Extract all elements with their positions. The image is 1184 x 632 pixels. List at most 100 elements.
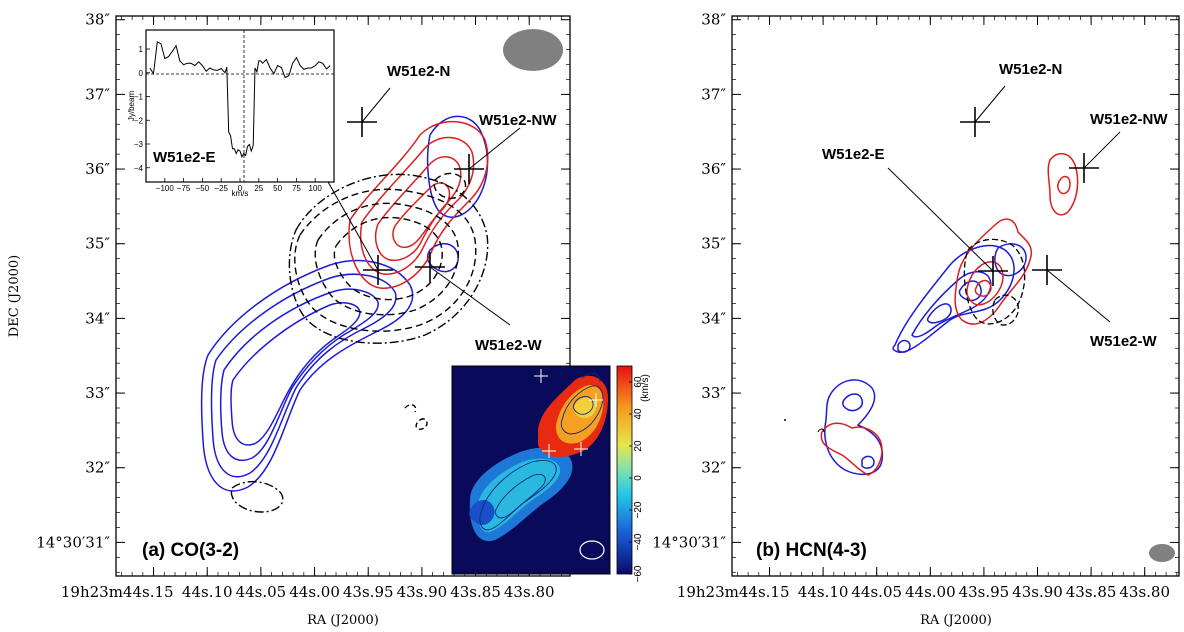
inset-y-tick-label: −2	[134, 116, 144, 125]
panel-a-label: (a) CO(3-2)	[142, 540, 239, 561]
inset-x-tick-label: 75	[292, 184, 301, 193]
y-tick-label: 37″	[85, 85, 110, 103]
colorbar-title: (km/s)	[640, 374, 651, 402]
label-w51e2-e-b: W51e2-E	[822, 146, 885, 163]
inset-xlabel: km/s	[232, 189, 249, 198]
x-tick-label: 43s.90	[1012, 583, 1063, 601]
inset-y-tick-label: 0	[139, 69, 144, 78]
hcn-black-contours	[963, 238, 1026, 326]
inset-x-tick-label: 25	[254, 184, 263, 193]
label-w51e2-w-a: W51e2-W	[475, 337, 543, 354]
x-tick-label: 44s.00	[289, 583, 340, 601]
inset-spectrum: −100 −75 −50 −25 0 25 50 75 100 1 0 −1 −2 −3 −4 Jy/be…	[127, 29, 335, 198]
x-tick-label: 44s.05	[851, 583, 902, 601]
x-tick-label: 44s.10	[182, 583, 233, 601]
inset-y-tick-label: −4	[134, 164, 144, 173]
red-contour-4	[392, 182, 451, 249]
inset-y-ticks: 1 0 −1 −2 −3 −4	[134, 45, 150, 173]
x-tick-label: 43s.85	[1066, 583, 1117, 601]
hcn-small-arc	[817, 428, 825, 433]
blue-contour-3	[219, 288, 379, 462]
hcn-red-3	[974, 279, 992, 297]
black-contour-east-small	[404, 404, 428, 430]
inset-x-tick-label: 50	[273, 184, 282, 193]
inset-x-tick-label: −25	[214, 184, 228, 193]
colorbar-tick-label: 60	[633, 376, 644, 388]
black-contour-2	[314, 202, 460, 316]
inset-x-tick-label: −50	[196, 184, 210, 193]
hcn-black-1	[963, 238, 1026, 325]
x-tick-label: 43s.85	[450, 583, 501, 601]
vmap-blue-lobe-inner	[477, 458, 561, 533]
vmap-blue-core	[469, 499, 495, 526]
panel-b-y-ticks: 14°30′31″ 32″ 33″ 34″ 35″ 36″ 37″ 38″	[652, 11, 1179, 573]
y-tick-label: 14°30′31″	[652, 533, 726, 551]
hcn-red-contours	[820, 153, 1079, 476]
inset-ylabel: Jy/beam	[127, 91, 136, 122]
y-tick-label: 38″	[85, 11, 110, 29]
inset-x-tick-label: −100	[156, 184, 175, 193]
inset-y-tick-label: 1	[139, 45, 144, 54]
hcn-red-south	[820, 422, 883, 476]
inset-spectrum-frame	[145, 29, 335, 183]
panel-a-ylabel: DEC (J2000)	[7, 255, 22, 337]
vmap-yellow-core	[573, 397, 597, 419]
y-tick-label: 36″	[85, 160, 110, 178]
y-tick-label: 32″	[701, 459, 726, 477]
y-tick-label: 14°30′31″	[36, 533, 110, 551]
panel-b-leaders	[887, 85, 1121, 323]
colorbar	[616, 365, 633, 575]
inset-y-tick-label: −3	[134, 140, 144, 149]
hcn-blue-4	[958, 280, 982, 302]
red-contour-2	[360, 136, 475, 275]
y-tick-label: 34″	[701, 309, 726, 327]
y-tick-label: 32″	[85, 459, 110, 477]
blue-contour-2	[210, 273, 397, 478]
hcn-red-nw-2	[1057, 175, 1071, 195]
blue-contour-1	[200, 259, 414, 492]
vmap-contours	[479, 372, 604, 531]
label-w51e2-nw-a: W51e2-NW	[479, 112, 557, 129]
x-tick-label: 19h23m44s.15	[677, 583, 790, 601]
y-tick-label: 33″	[701, 384, 726, 402]
panel-b-x-ticks: 19h23m44s.15 44s.10 44s.05 44s.00 43s.95 43s.…	[677, 16, 1178, 601]
inset-x-tick-label: −75	[177, 184, 191, 193]
x-tick-label: 43s.80	[1119, 583, 1170, 601]
label-w51e2-nw-b: W51e2-NW	[1090, 111, 1168, 128]
inset-velocity-map: 60 40 20 0 −20 −40 −60 (km/s)	[451, 365, 651, 582]
label-w51e2-n-b: W51e2-N	[999, 61, 1062, 78]
x-tick-label: 43s.95	[343, 583, 394, 601]
y-tick-label: 35″	[85, 235, 110, 253]
blue-contour-w	[426, 243, 459, 273]
y-tick-label: 33″	[85, 384, 110, 402]
panel-b-label: (b) HCN(4-3)	[756, 540, 867, 561]
hcn-black-2	[992, 294, 1019, 326]
y-tick-label: 36″	[701, 160, 726, 178]
panel-b-contours	[784, 153, 1079, 476]
panel-a-x-ticks: 19h23m44s.15 44s.10 44s.05 44s.00 43s.95 43s.…	[61, 16, 562, 601]
vmap-crosses	[534, 369, 603, 458]
colorbar-tick-label: 40	[633, 408, 644, 420]
y-tick-label: 38″	[701, 11, 726, 29]
spectrum-line	[149, 41, 331, 159]
hcn-blue-2	[911, 270, 992, 338]
black-contour-4	[288, 173, 489, 344]
label-w51e2-n-a: W51e2-N	[387, 63, 450, 80]
colorbar-tick-label: −60	[633, 565, 644, 582]
black-contour-south	[230, 481, 284, 513]
inset-x-tick-label: 100	[309, 184, 323, 193]
blue-contour-nw	[426, 115, 489, 218]
panel-a-xlabel: RA (J2000)	[307, 613, 379, 628]
x-tick-label: 43s.95	[959, 583, 1010, 601]
panel-a: 19h23m44s.15 44s.10 44s.05 44s.00 43s.95 43s.…	[7, 11, 651, 628]
beam-ellipse-b	[1149, 544, 1175, 562]
black-contours	[230, 172, 489, 513]
black-contour-1	[294, 188, 477, 332]
x-tick-label: 44s.05	[236, 583, 287, 601]
panel-a-leaders	[322, 87, 521, 326]
black-contour-nw	[433, 172, 467, 199]
colorbar-tick-label: −40	[633, 533, 644, 550]
inset-spectrum-label: W51e2-E	[153, 149, 216, 166]
vmap-beam	[579, 540, 605, 560]
panel-a-contours	[200, 115, 489, 513]
